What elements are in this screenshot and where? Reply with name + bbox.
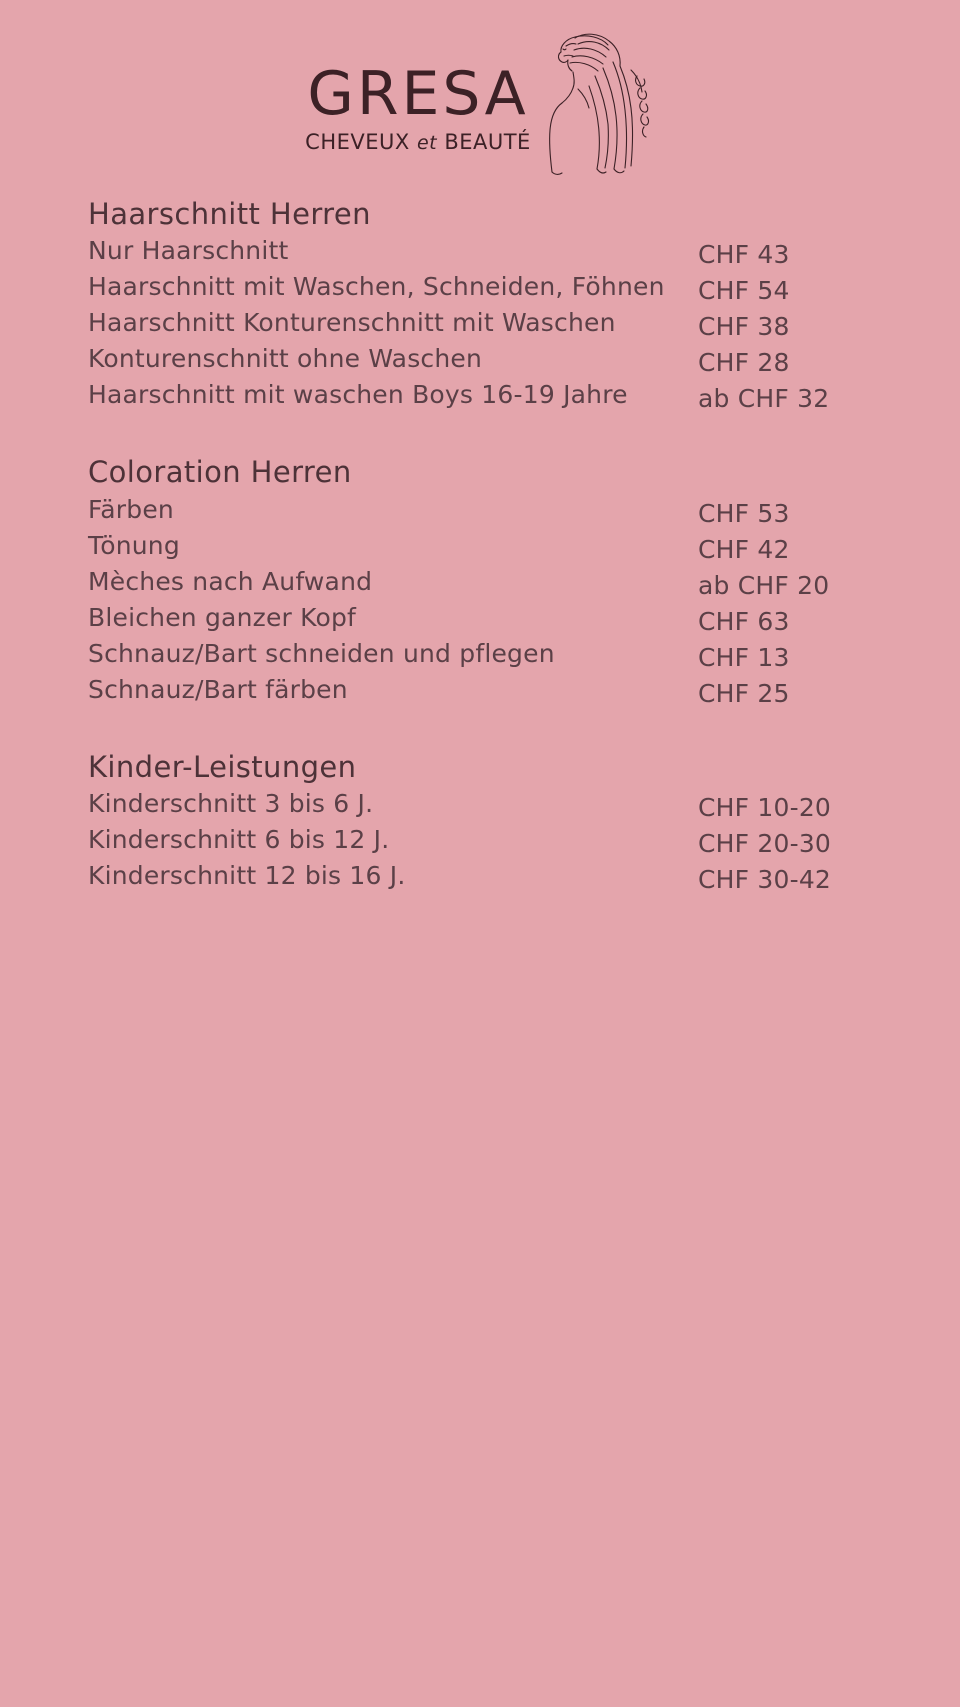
section-rows: Färben CHF 53 Tönung CHF 42 Mèches nach …: [88, 497, 878, 713]
service-label: Mèches nach Aufwand: [88, 566, 373, 596]
price-row: Haarschnitt mit waschen Boys 16-19 Jahre…: [88, 382, 878, 418]
section-title: Haarschnitt Herren: [88, 197, 371, 231]
price-row: Konturenschnitt ohne Waschen CHF 28: [88, 346, 878, 382]
service-price: CHF 63: [698, 606, 790, 636]
service-label: Konturenschnitt ohne Waschen: [88, 344, 483, 374]
section-haarschnitt-herren: Haarschnitt Herren Nur Haarschnitt CHF 4…: [88, 196, 878, 418]
service-label: Haarschnitt mit waschen Boys 16-19 Jahre: [88, 380, 628, 410]
price-row: Kinderschnitt 6 bis 12 J. CHF 20-30: [88, 827, 878, 863]
tagline-cheveux: CHEVEUX: [305, 130, 410, 154]
service-label: Kinderschnitt 6 bis 12 J.: [88, 824, 390, 854]
service-label: Kinderschnitt 3 bis 6 J.: [88, 788, 374, 818]
section-coloration-herren: Coloration Herren Färben CHF 53 Tönung C…: [88, 454, 878, 712]
price-row: Nur Haarschnitt CHF 43: [88, 238, 878, 274]
service-price: CHF 10-20: [698, 792, 832, 822]
service-label: Bleichen ganzer Kopf: [88, 602, 357, 632]
price-row: Kinderschnitt 3 bis 6 J. CHF 10-20: [88, 791, 878, 827]
service-price: CHF 38: [698, 312, 790, 342]
price-row: Haarschnitt mit Waschen, Schneiden, Föhn…: [88, 274, 878, 310]
service-price: ab CHF 20: [698, 570, 830, 600]
service-label: Haarschnitt Konturenschnitt mit Waschen: [88, 308, 616, 338]
section-title: Coloration Herren: [88, 455, 352, 490]
service-label: Haarschnitt mit Waschen, Schneiden, Föhn…: [88, 272, 665, 302]
brand-tagline: CHEVEUX et BEAUTÉ: [305, 130, 531, 154]
service-label: Tönung: [88, 530, 180, 560]
tagline-et: et: [416, 132, 438, 154]
woman-with-braided-hair-icon: [548, 33, 649, 175]
section-rows: Kinderschnitt 3 bis 6 J. CHF 10-20 Kinde…: [88, 791, 878, 899]
service-price: CHF 20-30: [698, 828, 832, 858]
service-label: Nur Haarschnitt: [88, 236, 289, 266]
tagline-beaute: BEAUTÉ: [444, 130, 531, 154]
service-price: ab CHF 32: [698, 384, 830, 414]
price-row: Färben CHF 53: [88, 497, 878, 533]
price-row: Tönung CHF 42: [88, 533, 878, 569]
service-label: Schnauz/Bart färben: [88, 674, 348, 704]
section-kinder-leistungen: Kinder-Leistungen Kinderschnitt 3 bis 6 …: [88, 749, 878, 899]
service-price: CHF 42: [698, 534, 790, 564]
price-row: Mèches nach Aufwand ab CHF 20: [88, 569, 878, 605]
section-title: Kinder-Leistungen: [88, 749, 357, 784]
price-row: Bleichen ganzer Kopf CHF 63: [88, 605, 878, 641]
service-price: CHF 54: [698, 276, 790, 306]
brand-name: GRESA: [307, 59, 529, 129]
price-row: Haarschnitt Konturenschnitt mit Waschen …: [88, 310, 878, 346]
logo-wordmark: GRESA CHEVEUX et BEAUTÉ: [305, 26, 531, 154]
service-price: CHF 30-42: [698, 864, 832, 894]
price-row: Kinderschnitt 12 bis 16 J. CHF 30-42: [88, 863, 878, 899]
section-rows: Nur Haarschnitt CHF 43 Haarschnitt mit W…: [88, 238, 878, 418]
service-label: Färben: [88, 494, 174, 524]
service-label: Kinderschnitt 12 bis 16 J.: [88, 860, 406, 890]
brand-logo: GRESA CHEVEUX et BEAUTÉ: [0, 26, 960, 176]
service-price: CHF 43: [698, 240, 790, 270]
service-price: CHF 53: [698, 498, 790, 528]
price-row: Schnauz/Bart färben CHF 25: [88, 677, 878, 713]
service-label: Schnauz/Bart schneiden und pflegen: [88, 638, 555, 668]
service-price: CHF 13: [698, 642, 790, 672]
service-price: CHF 25: [698, 678, 790, 708]
service-price: CHF 28: [698, 348, 790, 378]
service-price-list: Haarschnitt Herren Nur Haarschnitt CHF 4…: [88, 196, 878, 935]
price-row: Schnauz/Bart schneiden und pflegen CHF 1…: [88, 641, 878, 677]
